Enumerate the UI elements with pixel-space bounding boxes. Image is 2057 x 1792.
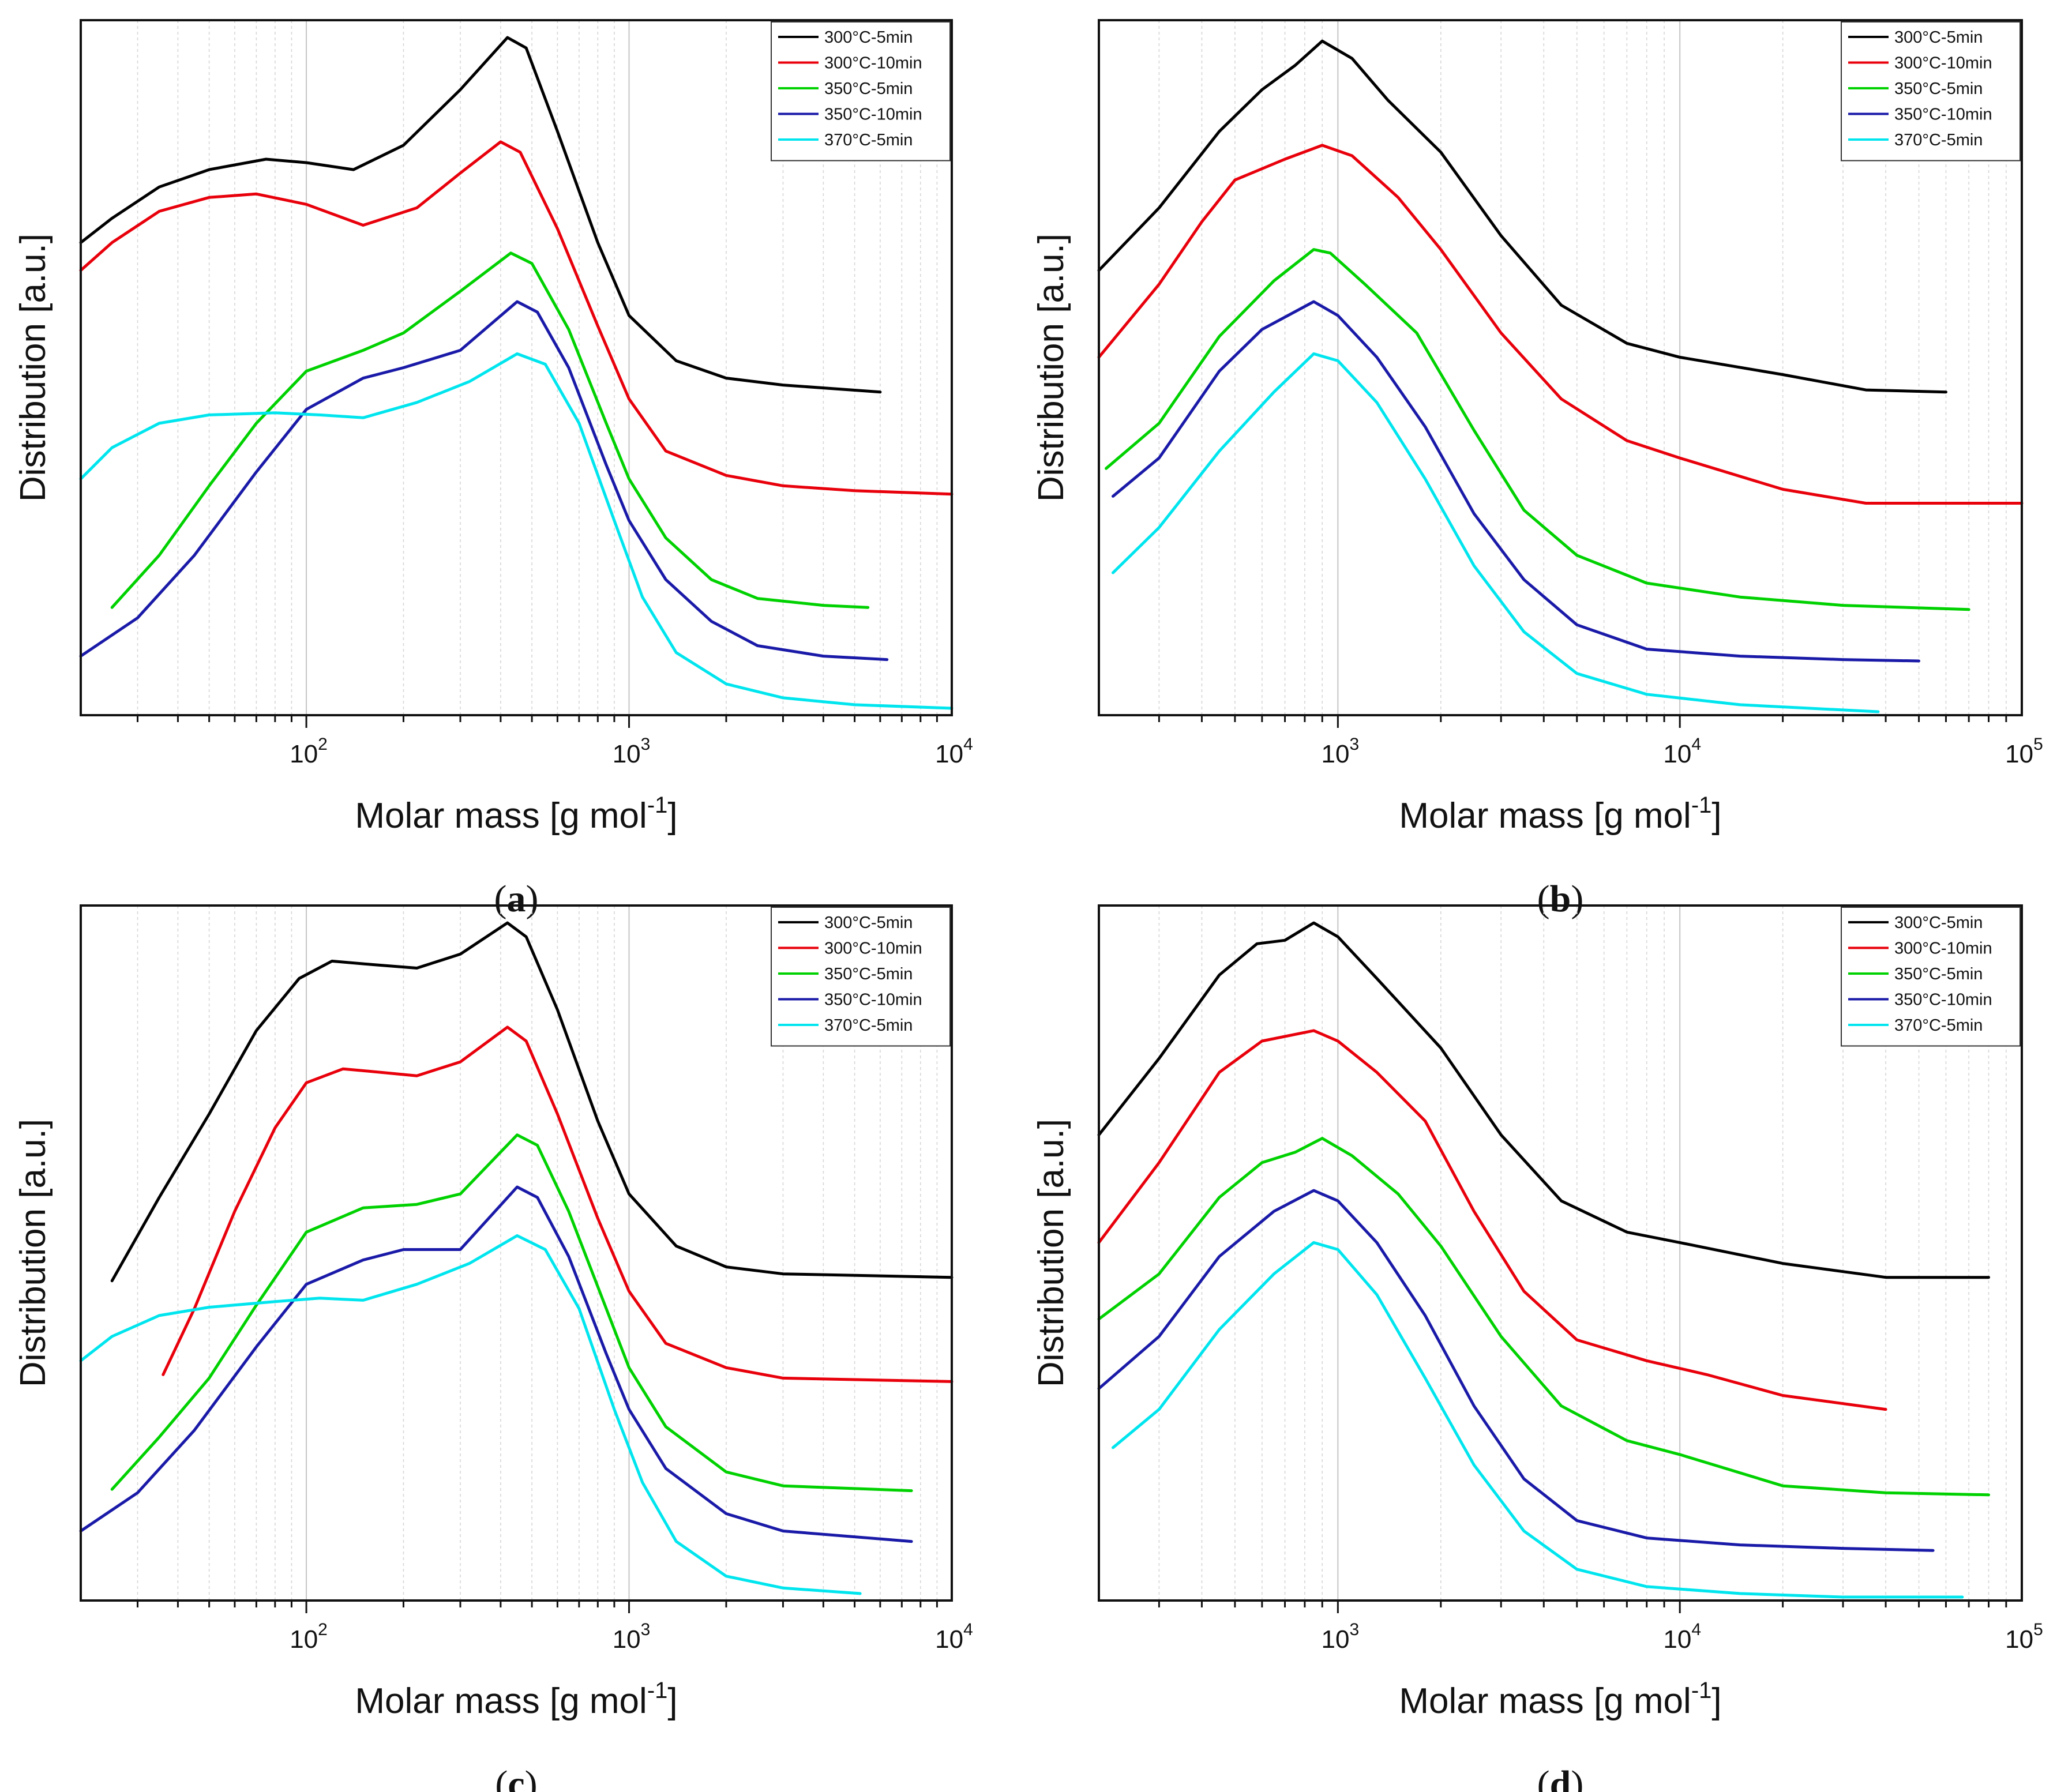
- series-line-5: [79, 1234, 862, 1595]
- series-line-1: [1097, 921, 1990, 1279]
- legend-label: 300°C-5min: [1894, 914, 1983, 932]
- panel-caption: (a): [494, 878, 539, 920]
- series-line-3: [110, 251, 870, 609]
- legend-label: 350°C-10min: [824, 991, 922, 1009]
- legend-label: 300°C-5min: [824, 914, 913, 932]
- legend-label: 350°C-5min: [824, 965, 913, 983]
- legend: 300°C-5min 300°C-10min 350°C-5min 350°C-10m…: [1841, 907, 2021, 1047]
- x-axis-title: Molar mass [g mol-1]: [355, 1678, 677, 1721]
- series-line-5: [1112, 1241, 1964, 1599]
- plot-frame: [1098, 904, 2023, 1602]
- x-tick-label: 103: [1322, 735, 1360, 768]
- series-line-3: [1105, 248, 1970, 611]
- series-line-2: [1097, 144, 2024, 505]
- legend-box: [1841, 21, 2021, 161]
- plot-frame: [1098, 19, 2023, 716]
- series-line-5: [79, 352, 954, 710]
- panel-a: 102 103 104 Molar mass [g mol-1] Distributio…: [13, 19, 973, 920]
- x-tick-label: 105: [2005, 735, 2043, 768]
- x-tick-label: 102: [290, 1620, 328, 1654]
- x-tick-label: 104: [1663, 735, 1701, 768]
- series-line-2: [1097, 1029, 1887, 1411]
- series-line-4: [79, 300, 889, 662]
- legend-box: [771, 907, 951, 1047]
- y-axis-title: Distribution [a.u.]: [13, 1119, 53, 1387]
- series-line-4: [79, 1185, 913, 1543]
- series-line-1: [110, 921, 954, 1283]
- series-line-4: [1112, 300, 1920, 663]
- series-line-2: [162, 1025, 954, 1383]
- legend: 300°C-5min 300°C-10min 350°C-5min 350°C-10m…: [1841, 21, 2021, 161]
- legend-label: 300°C-10min: [1894, 940, 1992, 958]
- legend-label: 300°C-10min: [824, 940, 922, 958]
- legend-label: 300°C-10min: [824, 54, 922, 73]
- plot-frame: [80, 19, 953, 716]
- x-axis-title: Molar mass [g mol-1]: [355, 792, 677, 836]
- legend-label: 370°C-5min: [824, 1016, 913, 1035]
- series-line-3: [110, 1133, 913, 1493]
- panel-c: 102 103 104 Molar mass [g mol-1] Distributio…: [13, 904, 973, 1792]
- series-line-1: [79, 36, 882, 394]
- panel-caption: (d): [1537, 1763, 1584, 1792]
- x-tick-label: 104: [935, 1620, 973, 1654]
- legend-box: [771, 21, 951, 161]
- legend-label: 350°C-5min: [1894, 80, 1983, 98]
- series-line-1: [1097, 39, 1947, 394]
- legend-label: 350°C-5min: [1894, 965, 1983, 983]
- legend-label: 370°C-5min: [824, 131, 913, 149]
- legend: 300°C-5min 300°C-10min 350°C-5min 350°C-10m…: [771, 907, 951, 1047]
- x-axis-title: Molar mass [g mol-1]: [1399, 1678, 1721, 1721]
- panel-caption: (b): [1537, 878, 1584, 920]
- panel-d: 103 104 105 Molar mass [g mol-1] Distributio…: [1031, 904, 2043, 1792]
- x-tick-label: 103: [613, 1620, 651, 1654]
- series-line-4: [1097, 1189, 1935, 1552]
- legend-label: 370°C-5min: [1894, 1016, 1983, 1035]
- plot-frame: [80, 904, 953, 1602]
- legend-label: 350°C-10min: [1894, 991, 1992, 1009]
- x-tick-label: 105: [2005, 1620, 2043, 1654]
- y-axis-title: Distribution [a.u.]: [13, 234, 53, 502]
- legend-label: 300°C-5min: [1894, 28, 1983, 47]
- legend-label: 300°C-5min: [824, 28, 913, 47]
- legend: 300°C-5min 300°C-10min 350°C-5min 350°C-10m…: [771, 21, 951, 161]
- legend-label: 350°C-10min: [824, 106, 922, 124]
- y-axis-title: Distribution [a.u.]: [1031, 234, 1071, 502]
- series-line-5: [1112, 352, 1880, 713]
- legend-box: [1841, 907, 2021, 1047]
- series-line-2: [79, 140, 954, 496]
- y-axis-title: Distribution [a.u.]: [1031, 1119, 1071, 1387]
- x-tick-label: 102: [290, 735, 328, 768]
- x-tick-label: 103: [1322, 1620, 1360, 1654]
- legend-label: 370°C-5min: [1894, 131, 1983, 149]
- legend-label: 350°C-10min: [1894, 106, 1992, 124]
- x-axis-title: Molar mass [g mol-1]: [1399, 792, 1721, 836]
- panel-caption: (c): [495, 1763, 537, 1792]
- x-tick-label: 103: [613, 735, 651, 768]
- legend-label: 300°C-10min: [1894, 54, 1992, 73]
- x-tick-label: 104: [935, 735, 973, 768]
- x-tick-label: 104: [1663, 1620, 1701, 1654]
- legend-label: 350°C-5min: [824, 80, 913, 98]
- panel-b: 103 104 105 Molar mass [g mol-1] Distributio…: [1031, 19, 2043, 920]
- series-line-3: [1097, 1137, 1990, 1497]
